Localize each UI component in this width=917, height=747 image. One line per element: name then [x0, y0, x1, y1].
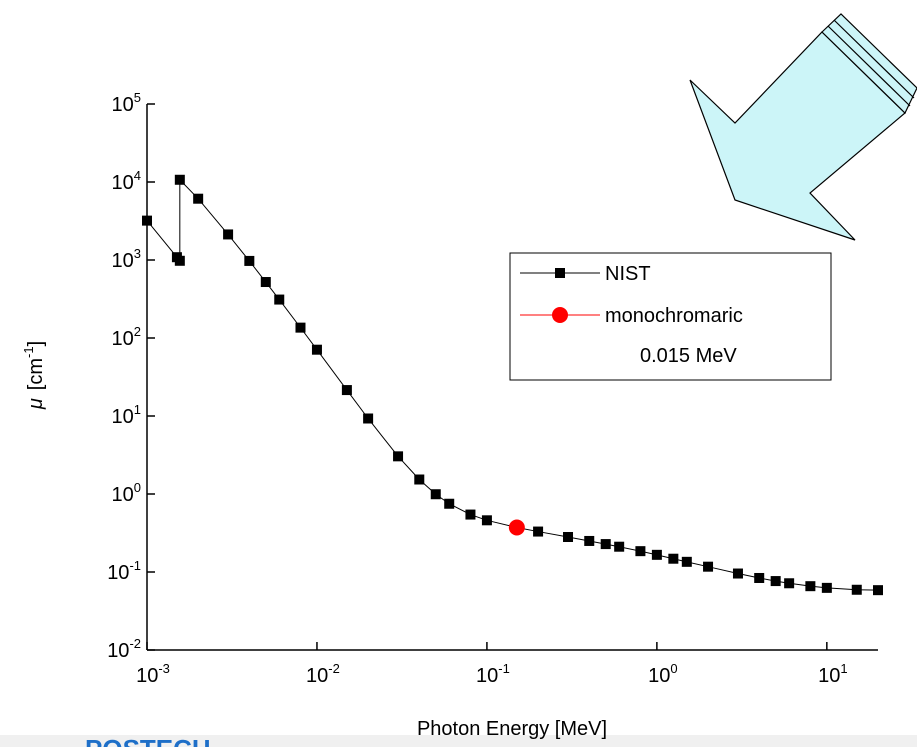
legend-label: monochromaric — [605, 305, 743, 327]
tick-label: 10-1 — [476, 661, 510, 687]
data-point — [295, 322, 306, 333]
tick-exponent: -1 — [129, 558, 141, 573]
y-symbol: μ — [25, 398, 47, 410]
data-point — [703, 561, 714, 572]
tick-exponent: 4 — [134, 168, 141, 183]
tick-exponent: -3 — [158, 661, 170, 676]
arrow-stripe — [833, 19, 915, 99]
legend-marker — [552, 307, 568, 323]
data-point — [681, 556, 692, 567]
data-point — [244, 255, 255, 266]
tick-label: 105 — [112, 90, 141, 116]
footer-strip — [0, 735, 917, 747]
data-point — [430, 489, 441, 500]
data-point — [732, 568, 743, 579]
data-point — [668, 553, 679, 564]
data-point — [444, 498, 455, 509]
data-point — [142, 215, 152, 226]
data-point — [274, 294, 285, 305]
data-point — [393, 451, 404, 462]
tick-label: 10-2 — [306, 661, 340, 687]
tick-base: 10 — [112, 250, 134, 272]
tick-label: 102 — [112, 324, 141, 350]
tick-base: 10 — [112, 328, 134, 350]
data-point — [174, 255, 185, 266]
tick-base: 10 — [112, 484, 134, 506]
legend-label: NIST — [605, 263, 651, 285]
tick-label: 10-2 — [107, 636, 141, 662]
data-point — [851, 584, 862, 595]
legend-marker — [555, 268, 565, 278]
data-point — [600, 539, 611, 550]
data-point — [465, 509, 476, 520]
tick-label: 101 — [112, 402, 141, 428]
tick-base: 10 — [107, 640, 129, 662]
tick-base: 10 — [112, 172, 134, 194]
tick-label: 100 — [112, 480, 141, 506]
data-point — [784, 578, 795, 589]
tick-exponent: -1 — [498, 661, 510, 676]
data-point — [873, 585, 883, 596]
tick-base: 10 — [306, 665, 328, 687]
tick-base: 10 — [136, 665, 158, 687]
arrow-stripe — [827, 25, 911, 107]
beam-arrow — [689, 13, 917, 241]
tick-base: 10 — [112, 406, 134, 428]
data-point — [821, 582, 832, 593]
tick-exponent: 2 — [134, 324, 141, 339]
data-point — [584, 535, 595, 546]
data-point — [533, 526, 544, 537]
data-point — [414, 474, 425, 485]
data-point — [481, 515, 492, 526]
tick-exponent: 0 — [134, 480, 141, 495]
data-point — [363, 413, 374, 424]
tick-label: 10-1 — [107, 558, 141, 584]
tick-label: 104 — [112, 168, 141, 194]
data-point — [260, 277, 271, 288]
y-text: [cm — [25, 358, 47, 390]
tick-label: 101 — [818, 661, 847, 687]
tick-exponent: 1 — [840, 661, 847, 676]
data-point — [174, 174, 185, 185]
tick-base: 10 — [648, 665, 670, 687]
data-point — [193, 193, 204, 204]
tick-exponent: -2 — [129, 636, 141, 651]
tick-base: 10 — [112, 94, 134, 116]
tick-base: 10 — [818, 665, 840, 687]
tick-base: 10 — [107, 562, 129, 584]
tick-exponent: 1 — [134, 402, 141, 417]
tick-exponent: 0 — [670, 661, 677, 676]
data-point — [754, 572, 765, 583]
data-point — [508, 519, 525, 536]
tick-exponent: -2 — [328, 661, 340, 676]
y-axis-title: μ [cm-1] — [21, 341, 47, 410]
tick-base: 10 — [476, 665, 498, 687]
y-exp: -1 — [21, 346, 36, 358]
tick-exponent: 5 — [134, 90, 141, 105]
tick-label: 103 — [112, 246, 141, 272]
legend-note: 0.015 MeV — [640, 345, 737, 367]
data-point — [614, 541, 625, 552]
logo: POSTECH — [85, 734, 211, 747]
data-point — [651, 549, 662, 560]
y-close: ] — [25, 341, 47, 347]
tick-exponent: 3 — [134, 246, 141, 261]
tick-label: 10-3 — [136, 661, 170, 687]
x-axis-title: Photon Energy [MeV] — [417, 718, 607, 740]
data-point — [223, 229, 234, 240]
arrow-body — [689, 31, 906, 241]
data-point — [770, 576, 781, 587]
tick-label: 100 — [648, 661, 677, 687]
data-point — [805, 581, 816, 592]
data-point — [635, 546, 646, 557]
data-point — [311, 344, 322, 355]
data-point — [563, 532, 574, 543]
data-point — [341, 385, 352, 396]
